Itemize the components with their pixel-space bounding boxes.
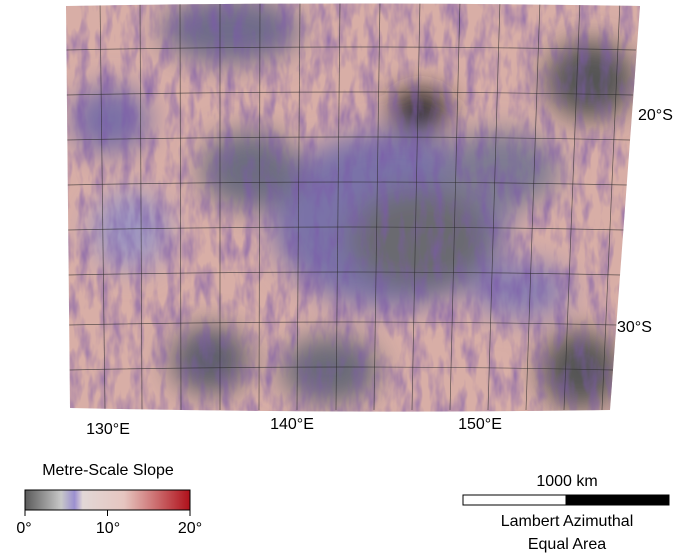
lon-label: 130°E [86, 421, 130, 438]
map-image [60, 0, 650, 420]
map-figure: 20°S 30°S 130°E 140°E 150°E Metre-Scale … [0, 0, 684, 556]
colorbar [25, 490, 190, 510]
colorbar-label: 10° [96, 520, 120, 537]
lat-label: 20°S [638, 107, 673, 124]
scale-bar [566, 495, 669, 505]
lon-label: 140°E [270, 416, 314, 433]
scale-bar-label: 1000 km [536, 473, 597, 490]
lon-label: 150°E [458, 416, 502, 433]
projection-label: Lambert Azimuthal [501, 513, 634, 530]
legend-title: Metre-Scale Slope [42, 462, 174, 479]
colorbar-label: 0° [16, 520, 31, 537]
projection-label: Equal Area [528, 536, 606, 553]
scale-bar [463, 495, 566, 505]
colorbar-label: 20° [178, 520, 202, 537]
lat-label: 30°S [617, 319, 652, 336]
